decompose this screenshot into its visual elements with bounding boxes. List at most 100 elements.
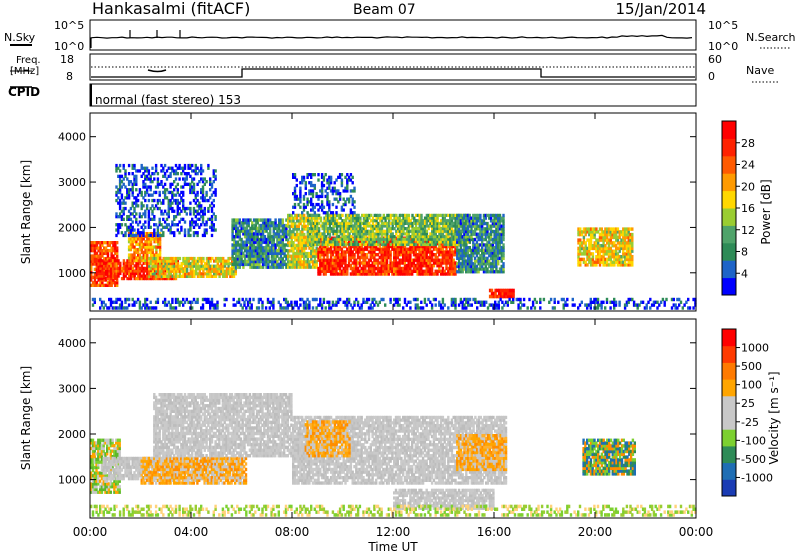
power-cell bbox=[135, 218, 137, 221]
power-cell bbox=[317, 173, 319, 176]
power-cell bbox=[146, 204, 148, 207]
power-cell bbox=[137, 204, 139, 207]
power-cell bbox=[353, 206, 355, 209]
power-cell bbox=[123, 218, 125, 221]
power-cell bbox=[180, 226, 182, 229]
power-cell bbox=[137, 199, 139, 202]
power-cell bbox=[330, 176, 332, 179]
power-cell bbox=[144, 199, 146, 202]
power-cell bbox=[341, 173, 343, 176]
freq-tick-bottom: 8 bbox=[66, 70, 73, 83]
power-cell bbox=[282, 218, 284, 221]
power-cell bbox=[124, 202, 126, 205]
power-cell bbox=[124, 169, 126, 172]
power-cell bbox=[184, 164, 186, 167]
power-cell bbox=[205, 191, 207, 194]
power-cell bbox=[274, 218, 276, 221]
power-cell bbox=[209, 177, 211, 180]
power-cell bbox=[173, 210, 175, 213]
nave-dip bbox=[148, 70, 166, 72]
power-cell bbox=[135, 212, 137, 215]
power-cell bbox=[177, 183, 179, 186]
power-cell bbox=[296, 184, 298, 187]
power-cell bbox=[205, 228, 207, 231]
power-cell bbox=[200, 164, 202, 167]
power-cell bbox=[121, 223, 123, 226]
power-cell bbox=[317, 178, 319, 181]
power-cell bbox=[214, 215, 216, 218]
power-cell bbox=[150, 185, 152, 188]
date-label: 15/Jan/2014 bbox=[616, 0, 707, 18]
power-cell bbox=[159, 191, 161, 194]
power-cell bbox=[332, 211, 334, 214]
station-title: Hankasalmi (fitACF) bbox=[92, 0, 250, 18]
power-cell bbox=[177, 172, 179, 175]
power-cell bbox=[153, 177, 155, 180]
power-cell bbox=[408, 214, 410, 217]
noise-right-label: N.Search bbox=[746, 31, 796, 44]
power-cell bbox=[213, 199, 215, 202]
power-cell bbox=[144, 220, 146, 223]
power-cell bbox=[352, 176, 354, 179]
power-cell bbox=[296, 178, 298, 181]
power-cell bbox=[314, 211, 316, 214]
power-cell bbox=[128, 172, 130, 175]
power-cell bbox=[151, 167, 153, 170]
power-cell bbox=[157, 177, 159, 180]
freq-tick-top: 18 bbox=[60, 53, 74, 66]
power-cell bbox=[207, 164, 209, 167]
power-cell bbox=[200, 204, 202, 207]
power-cell bbox=[214, 188, 216, 191]
power-cell bbox=[294, 173, 296, 176]
power-cell bbox=[299, 206, 301, 209]
power-cell bbox=[124, 207, 126, 210]
power-cell bbox=[196, 231, 198, 234]
power-cell bbox=[155, 164, 157, 167]
power-cell bbox=[142, 204, 144, 207]
power-cell bbox=[211, 234, 213, 237]
power-cell bbox=[314, 184, 316, 187]
power-cell bbox=[133, 228, 135, 231]
power-cell bbox=[123, 164, 125, 167]
power-cell bbox=[323, 184, 325, 187]
power-cell bbox=[157, 172, 159, 175]
nave-label: Nave bbox=[746, 64, 774, 77]
power-cell bbox=[202, 169, 204, 172]
power-cell bbox=[305, 181, 307, 184]
power-cell bbox=[502, 262, 504, 265]
nave-tick-bottom: 0 bbox=[708, 70, 715, 83]
power-cell bbox=[153, 215, 155, 218]
power-cell bbox=[184, 220, 186, 223]
power-cell bbox=[213, 223, 215, 226]
power-cell bbox=[292, 211, 294, 214]
power-cell bbox=[320, 217, 322, 220]
power-cell bbox=[335, 211, 337, 214]
nave-tick-top: 60 bbox=[708, 53, 722, 66]
power-cell bbox=[502, 243, 504, 246]
power-cell bbox=[148, 199, 150, 202]
noise-left-tick-bottom: 10^0 bbox=[54, 40, 84, 53]
power-cell bbox=[132, 220, 134, 223]
power-cell bbox=[352, 181, 354, 184]
power-cell bbox=[326, 192, 328, 195]
power-cell bbox=[214, 228, 216, 231]
power-cell bbox=[323, 206, 325, 209]
power-cell bbox=[164, 183, 166, 186]
power-cell bbox=[162, 231, 164, 234]
power-cell bbox=[294, 203, 296, 206]
power-cell bbox=[332, 203, 334, 206]
power-cell bbox=[159, 218, 161, 221]
noise-left-tick-top: 10^5 bbox=[54, 19, 84, 32]
power-cell bbox=[335, 206, 337, 209]
cpid-program: normal (fast stereo) 153 bbox=[95, 93, 241, 107]
power-cell bbox=[353, 200, 355, 203]
power-cell bbox=[213, 204, 215, 207]
power-cell bbox=[189, 234, 191, 237]
power-cell bbox=[214, 169, 216, 172]
power-cell bbox=[173, 231, 175, 234]
power-cell bbox=[116, 246, 119, 249]
power-cell bbox=[299, 187, 301, 190]
power-cell bbox=[135, 175, 137, 178]
